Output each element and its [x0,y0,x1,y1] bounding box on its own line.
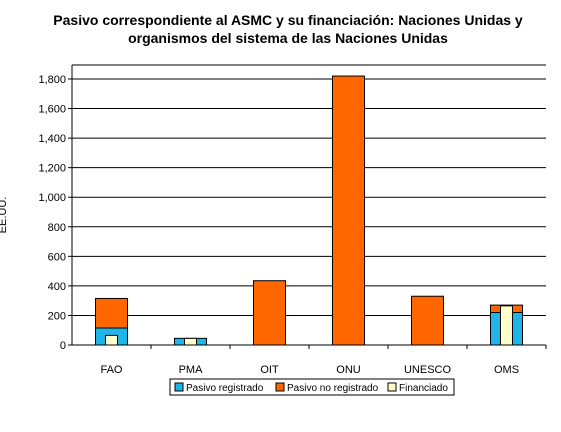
x-category-label: FAO [100,364,122,376]
x-axis-categories: FAO PMA OIT ONU UNESCO OMS [100,345,547,376]
legend-box [169,378,455,396]
legend-label: Financiado [399,383,448,394]
y-tick-label: 1,600 [38,104,66,116]
bar-financiado [500,305,513,346]
y-tick-label: 200 [48,310,66,322]
legend-label: Pasivo registrado [186,383,264,394]
bars [95,75,523,346]
legend-label: Pasivo no registrado [287,383,379,394]
bar-pasivo-no-registrado [253,280,286,346]
y-tick-label: 1,800 [38,74,66,86]
y-tick-label: 800 [48,222,66,234]
x-category-label: PMA [179,364,204,376]
bar-pasivo-no-registrado [411,295,444,346]
y-tick-label: 600 [48,251,66,263]
legend: Pasivo registrado Pasivo no registrado Fin… [169,378,455,396]
grid-lines [72,64,546,316]
chart-title-line-2: organismos del sistema de las Naciones U… [128,30,448,46]
bar-financiado [184,337,197,346]
chart-title-line-1: Pasivo correspondiente al ASMC y su fina… [53,12,523,28]
y-tick-label: 400 [48,281,66,293]
x-category-label: OMS [494,364,519,376]
legend-swatch [387,382,397,392]
x-category-label: ONU [336,364,361,376]
bar-pasivo-no-registrado [95,297,128,329]
y-tick-label: 0 [60,340,66,352]
y-axis-label: EE.UU. [0,197,9,234]
y-tick-label: 1,000 [38,192,66,204]
x-category-label: UNESCO [404,364,452,376]
bar-pasivo-no-registrado [332,75,365,346]
bar-financiado [105,334,118,346]
legend-swatch [275,382,285,392]
y-axis-ticks: 0 200 400 600 800 1,000 1,200 1,400 1,600 1,800 [38,74,72,352]
y-tick-label: 1,200 [38,163,66,175]
x-category-label: OIT [260,364,279,376]
y-tick-label: 1,400 [38,133,66,145]
legend-swatch [174,382,184,392]
